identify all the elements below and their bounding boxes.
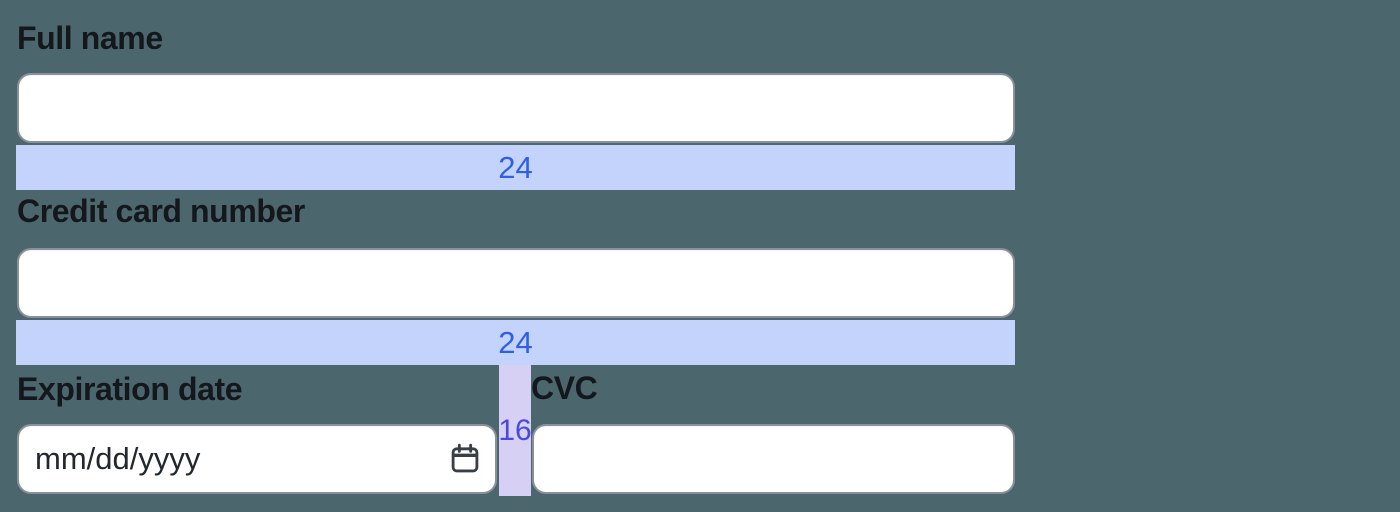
- margin-annotation-full-name: 24: [16, 145, 1015, 190]
- margin-value-label: 24: [498, 324, 533, 360]
- credit-card-input[interactable]: [19, 250, 1013, 316]
- column-gap-annotation: 16: [498, 365, 532, 496]
- cvc-field[interactable]: [532, 424, 1015, 494]
- expiration-date-label: Expiration date: [17, 371, 243, 407]
- cvc-label: CVC: [531, 370, 598, 406]
- margin-value-label: 24: [498, 149, 533, 185]
- expiration-date-input[interactable]: [19, 426, 495, 492]
- full-name-input[interactable]: [19, 75, 1013, 141]
- credit-card-label: Credit card number: [17, 193, 305, 229]
- expiration-date-field[interactable]: [17, 424, 497, 494]
- full-name-label: Full name: [17, 20, 163, 56]
- cvc-input[interactable]: [534, 426, 1013, 492]
- gap-value-label: 16: [498, 413, 532, 447]
- credit-card-field[interactable]: [17, 248, 1015, 318]
- full-name-field[interactable]: [17, 73, 1015, 143]
- margin-annotation-credit-card: 24: [16, 320, 1015, 365]
